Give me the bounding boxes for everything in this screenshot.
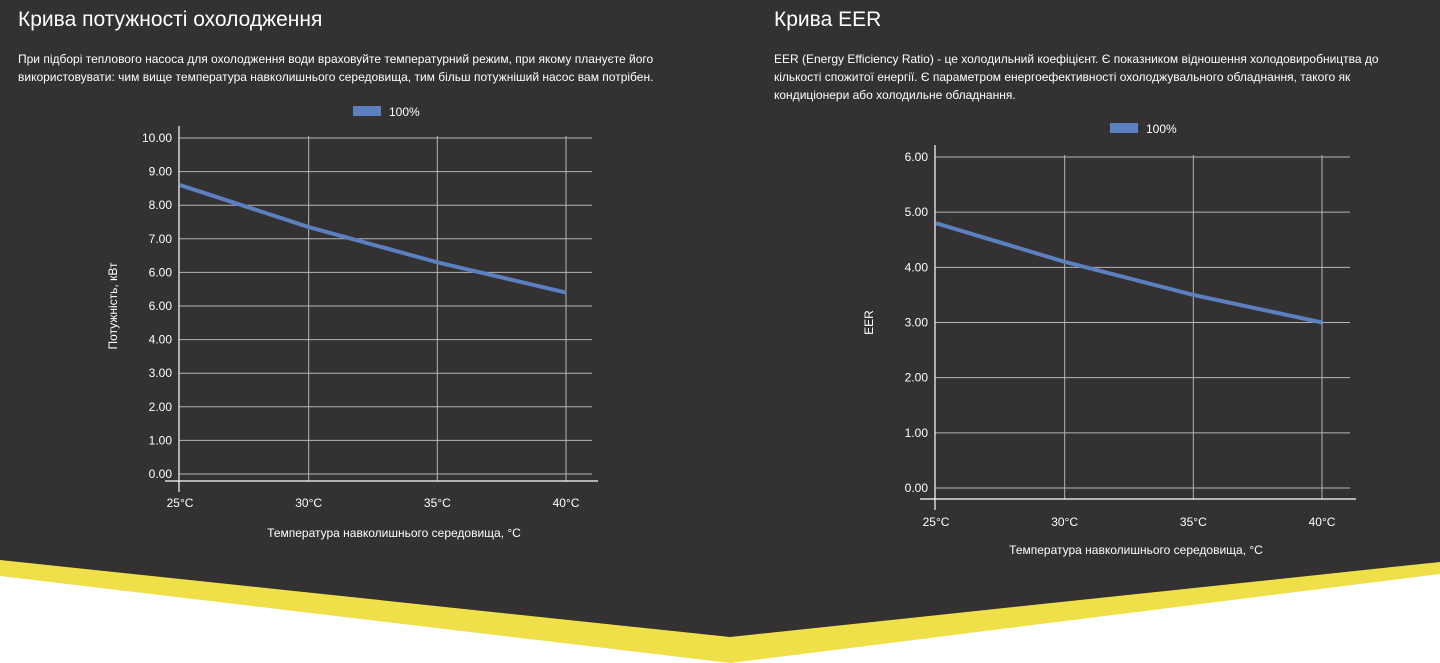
- x-axis-label: Температура навколишнього середовища, °C: [1009, 543, 1263, 557]
- y-tick-label: 5.00: [905, 205, 929, 219]
- series-line: [935, 221, 1323, 325]
- y-tick-label: 0.00: [149, 467, 173, 481]
- y-tick-label: 3.00: [149, 366, 173, 380]
- series-line: [179, 183, 567, 295]
- y-tick-label: 2.00: [905, 371, 929, 385]
- y-tick-label: 0.00: [905, 481, 929, 495]
- y-tick-label: 10.00: [142, 131, 172, 145]
- y-tick-label: 2.00: [149, 400, 173, 414]
- y-tick-label: 1.00: [149, 433, 173, 447]
- x-tick-label: 40°C: [1309, 515, 1336, 529]
- right-section-title: Крива EER: [774, 8, 882, 31]
- legend-label: 100%: [1146, 122, 1177, 136]
- yellow-chevron-band: [0, 556, 1440, 663]
- x-tick-label: 35°C: [424, 496, 451, 510]
- y-tick-label: 4.00: [905, 260, 929, 274]
- x-tick-label: 30°C: [1051, 515, 1078, 529]
- y-tick-label: 6.00: [149, 265, 173, 279]
- y-tick-label: 3.00: [905, 316, 929, 330]
- x-tick-label: 30°C: [295, 496, 322, 510]
- y-tick-label: 8.00: [149, 198, 173, 212]
- left-section-description: При підборі теплового насоса для охолодж…: [18, 52, 654, 84]
- left-section-title: Крива потужності охолодження: [18, 8, 323, 31]
- y-tick-label: 6.00: [905, 150, 929, 164]
- legend-label: 100%: [389, 105, 420, 119]
- x-axis-label: Температура навколишнього середовища, °C: [267, 526, 521, 540]
- x-tick-label: 40°C: [553, 496, 580, 510]
- y-axis-label: Потужність, кВт: [106, 262, 120, 349]
- y-tick-label: 1.00: [905, 426, 929, 440]
- y-tick-label: 6.00: [149, 299, 173, 313]
- y-axis-label: EER: [862, 310, 876, 335]
- dark-panel: [0, 0, 1440, 637]
- y-tick-label: 7.00: [149, 232, 173, 246]
- right-section-description: EER (Energy Efficiency Ratio) - це холод…: [774, 52, 1379, 102]
- y-tick-label: 4.00: [149, 333, 173, 347]
- y-tick-label: 9.00: [149, 165, 173, 179]
- x-tick-label: 35°C: [1180, 515, 1207, 529]
- legend-swatch: [1110, 123, 1138, 133]
- x-tick-label: 25°C: [923, 515, 950, 529]
- x-tick-label: 25°C: [167, 496, 194, 510]
- legend-swatch: [353, 106, 381, 116]
